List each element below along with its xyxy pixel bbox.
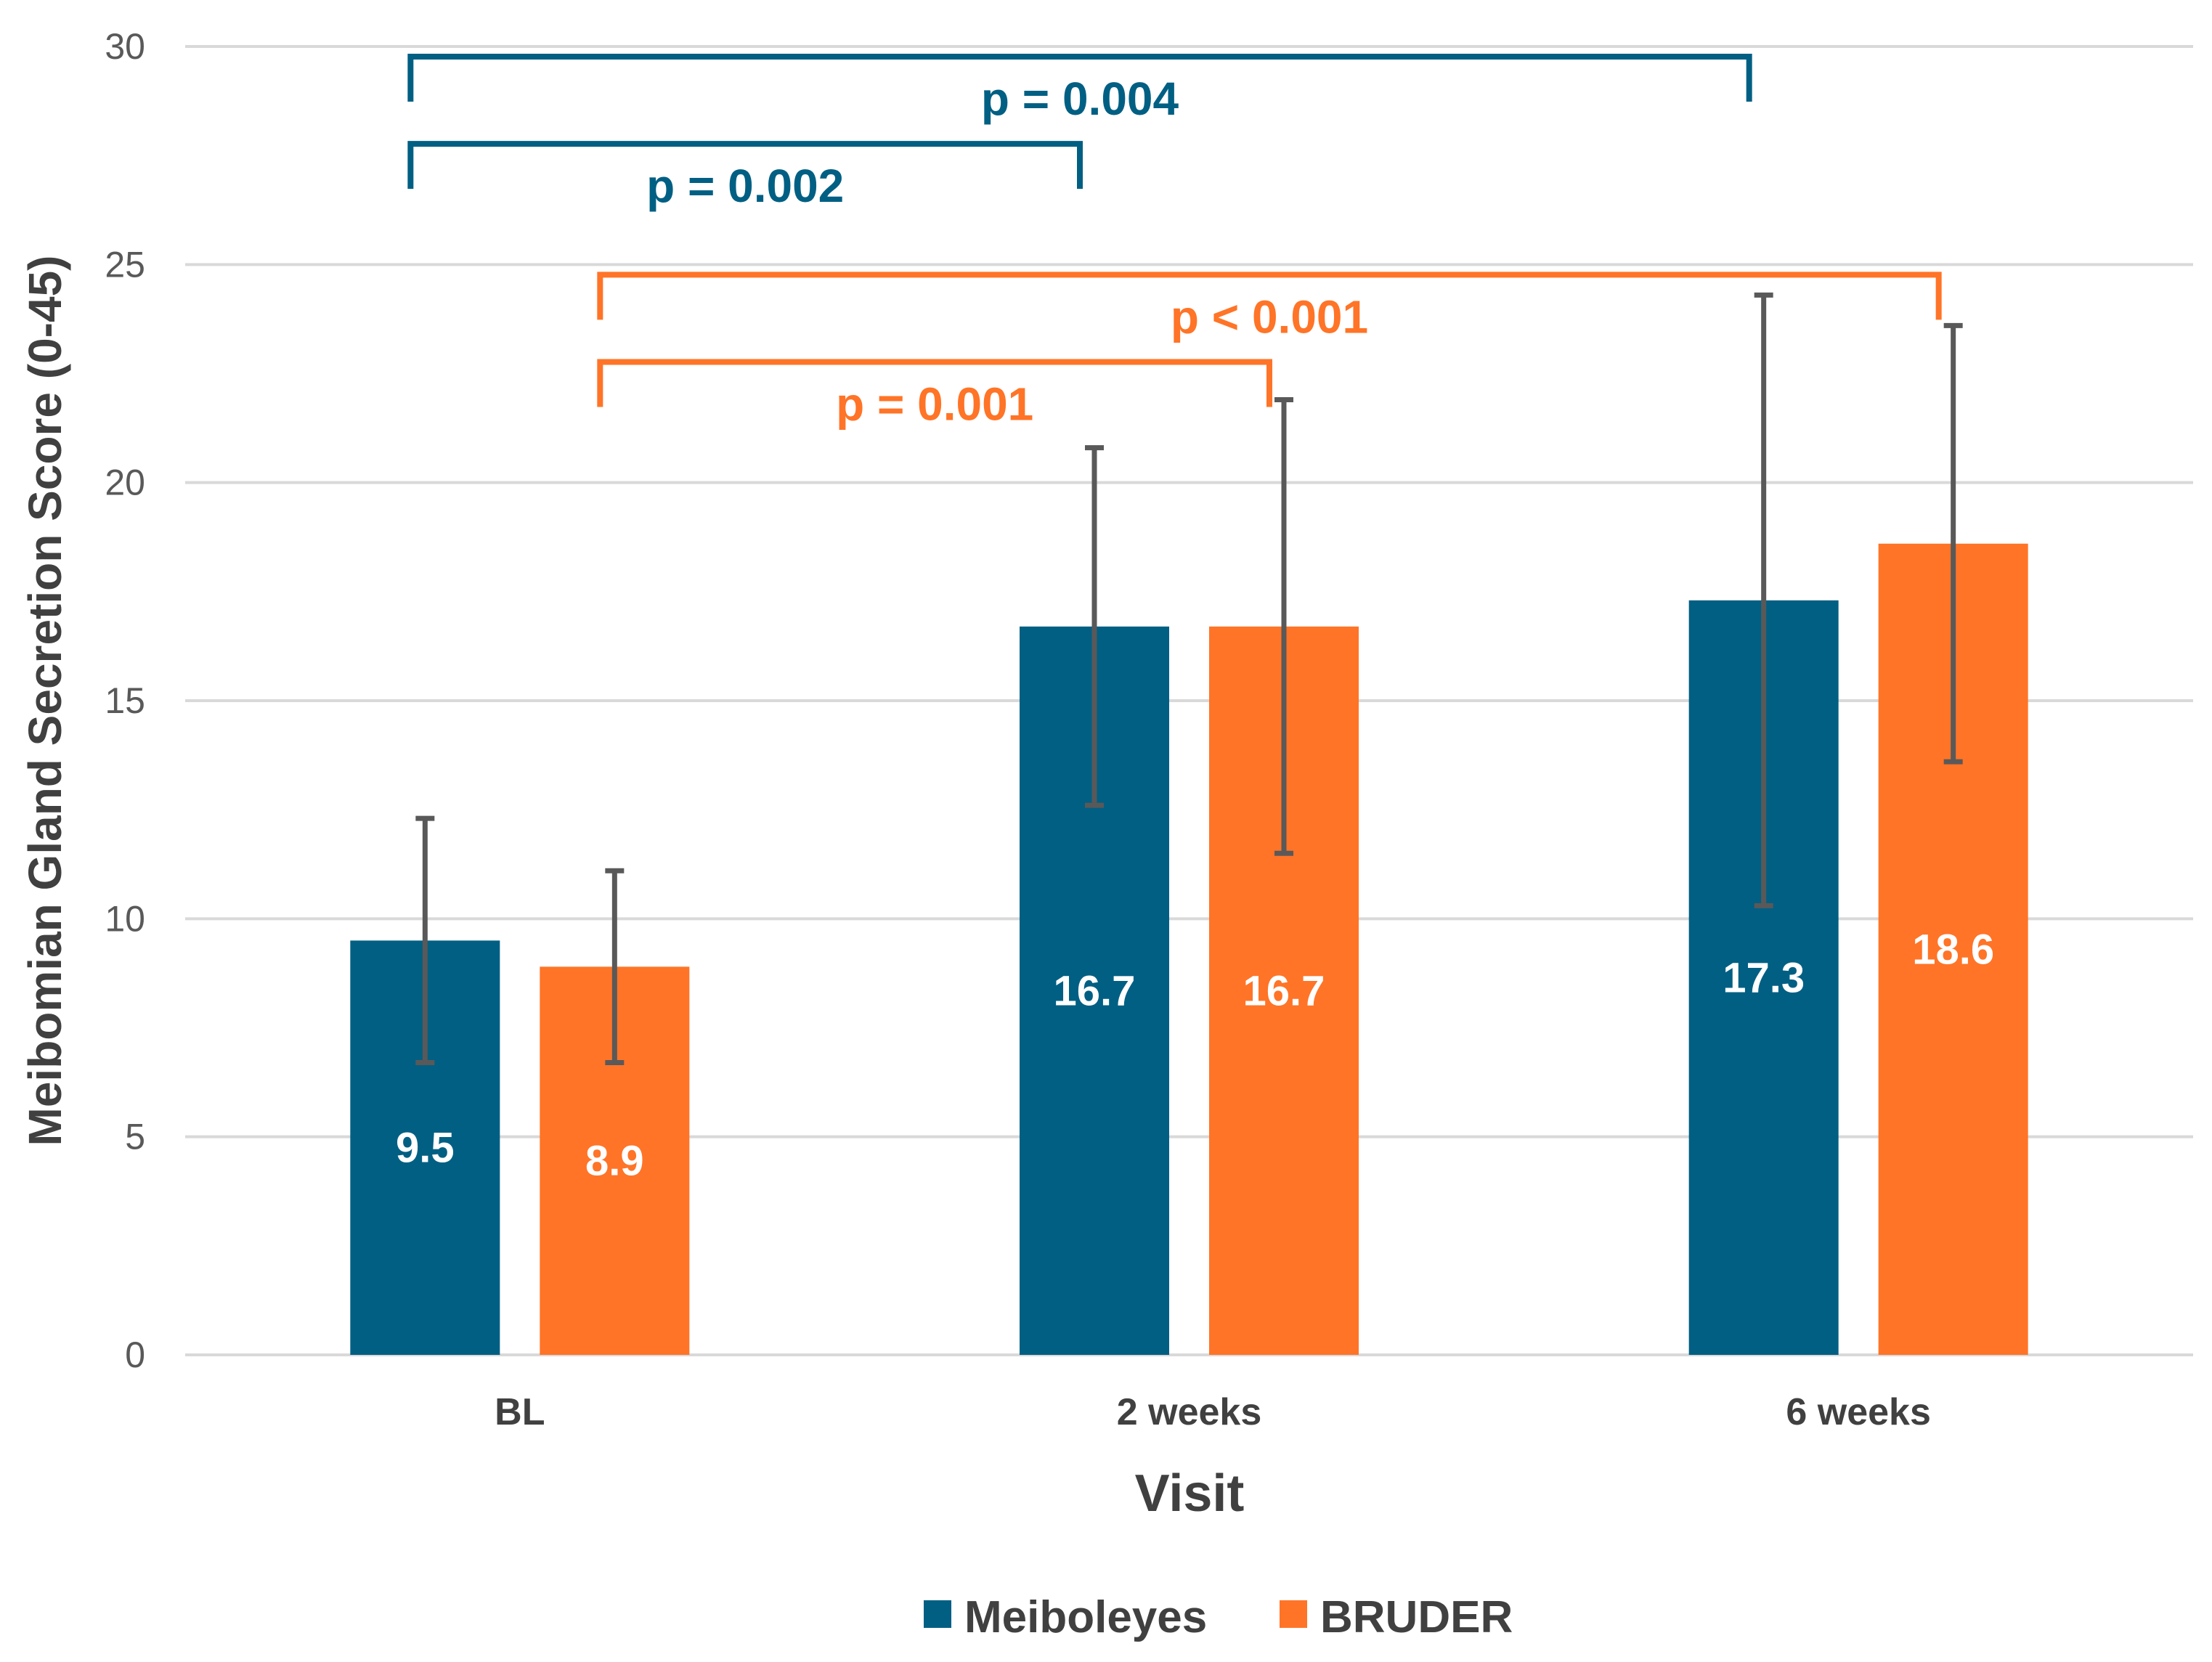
- p-value-label: p = 0.002: [646, 160, 844, 212]
- p-value-label: p < 0.001: [1171, 290, 1368, 343]
- error-bar: [1274, 397, 1293, 856]
- legend-swatch: [924, 1600, 951, 1628]
- data-labels: 9.5 16.7 17.3 8.9 16.7 18.6: [396, 926, 1994, 1184]
- gridlines: [185, 45, 2193, 1356]
- error-bar: [605, 868, 625, 1066]
- error-bar: [415, 815, 435, 1066]
- y-tick-label: 0: [125, 1335, 145, 1375]
- x-category-label: BL: [495, 1391, 545, 1433]
- legend-item-meiboleyes: Meiboleyes: [924, 1592, 1207, 1642]
- p-value-label: p = 0.001: [836, 378, 1033, 430]
- y-tick-label: 25: [105, 244, 145, 285]
- error-bar: [1943, 322, 1963, 765]
- data-label: 8.9: [585, 1138, 644, 1185]
- error-bars: [415, 292, 1963, 1066]
- significance-bracket: p = 0.001: [597, 359, 1272, 430]
- legend-swatch: [1280, 1600, 1307, 1628]
- x-category-label: 2 weeks: [1117, 1391, 1262, 1433]
- legend-label: BRUDER: [1320, 1592, 1513, 1642]
- y-axis-title: Meibomian Gland Secretion Score (0-45): [19, 256, 71, 1146]
- legend-label: Meiboleyes: [964, 1592, 1207, 1642]
- x-axis-categories: BL 2 weeks 6 weeks: [495, 1391, 1931, 1433]
- data-label: 18.6: [1912, 926, 1994, 973]
- data-label: 16.7: [1054, 967, 1136, 1014]
- data-label: 16.7: [1243, 967, 1325, 1014]
- y-tick-label: 20: [105, 463, 145, 503]
- error-bar: [1085, 445, 1104, 808]
- legend: Meiboleyes BRUDER: [924, 1592, 1513, 1642]
- x-axis-title: Visit: [1135, 1465, 1245, 1523]
- legend-item-bruder: BRUDER: [1280, 1592, 1513, 1642]
- significance-bracket: p = 0.004: [407, 54, 1752, 125]
- significance-bracket: p < 0.001: [597, 272, 1942, 343]
- y-tick-label: 30: [105, 26, 145, 67]
- p-value-label: p = 0.004: [981, 73, 1179, 125]
- bars: [350, 543, 2028, 1355]
- x-category-label: 6 weeks: [1786, 1391, 1931, 1433]
- data-label: 9.5: [396, 1125, 455, 1172]
- error-bar: [1754, 292, 1773, 908]
- y-tick-label: 5: [125, 1117, 145, 1157]
- y-axis-ticks: 0 5 10 15 20 25 30: [105, 26, 145, 1375]
- significance-brackets: p = 0.004 p = 0.002 p < 0.001 p = 0.001: [407, 54, 1942, 430]
- data-label: 17.3: [1723, 954, 1805, 1001]
- significance-bracket: p = 0.002: [407, 141, 1083, 212]
- y-tick-label: 15: [105, 680, 145, 721]
- y-tick-label: 10: [105, 898, 145, 939]
